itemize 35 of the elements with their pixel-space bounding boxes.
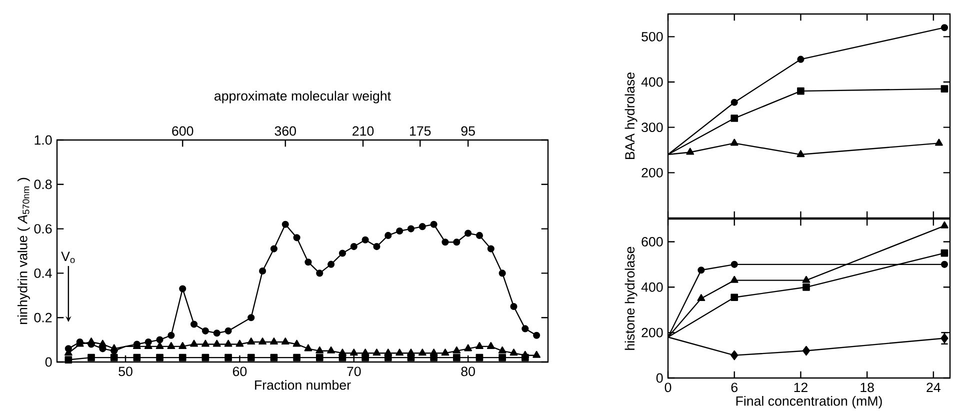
y-tick-label: 600 bbox=[642, 237, 663, 246]
x-tick-label: 24 bbox=[926, 382, 940, 392]
x-tick-label: 12 bbox=[794, 382, 808, 392]
text: 210 bbox=[352, 126, 374, 136]
annotation: V$_{o}$ bbox=[61, 252, 75, 264]
text: 600 bbox=[172, 126, 194, 136]
x-tick-label: 50 bbox=[118, 366, 132, 376]
y-tick-label: 200 bbox=[642, 328, 663, 338]
y-tick-label: 500 bbox=[642, 32, 663, 42]
y-tick-label: 300 bbox=[642, 122, 663, 132]
x-tick-label: 60 bbox=[232, 366, 247, 376]
y-tick-label: 0 bbox=[45, 357, 52, 367]
x-tick-label: 6 bbox=[731, 382, 738, 392]
y-tick-label: 200 bbox=[642, 168, 663, 178]
y-tick-label: 400 bbox=[641, 282, 663, 292]
x-tick-label: 18 bbox=[860, 382, 874, 392]
text: 95 bbox=[461, 126, 475, 136]
x-axis-title: Fraction number bbox=[255, 380, 351, 390]
x-axis-title: Final concentration (mM) bbox=[736, 396, 882, 408]
y-tick-label: 1.0 bbox=[34, 135, 52, 145]
y-tick-label: 0.6 bbox=[34, 224, 52, 234]
x-tick-label: 80 bbox=[461, 366, 475, 376]
y-axis-title: histone hydrolase bbox=[624, 246, 638, 350]
x-tick-label: 0 bbox=[664, 382, 672, 392]
y-tick-label: 0 bbox=[656, 373, 663, 383]
y-tick-label: 0.8 bbox=[34, 180, 52, 190]
y-axis-title: ninhydrin value ( A$_{570nm}$ ) bbox=[18, 178, 30, 324]
y-tick-label: 400 bbox=[641, 77, 663, 87]
y-tick-label: 0.2 bbox=[34, 312, 52, 322]
x-tick-label: 70 bbox=[347, 366, 361, 376]
text: 360 bbox=[274, 126, 296, 136]
text: approximate molecular weight bbox=[214, 90, 391, 104]
text: 175 bbox=[410, 126, 431, 136]
y-tick-label: 0.4 bbox=[34, 268, 52, 278]
y-axis-title: BAA hydrolase bbox=[624, 72, 638, 160]
